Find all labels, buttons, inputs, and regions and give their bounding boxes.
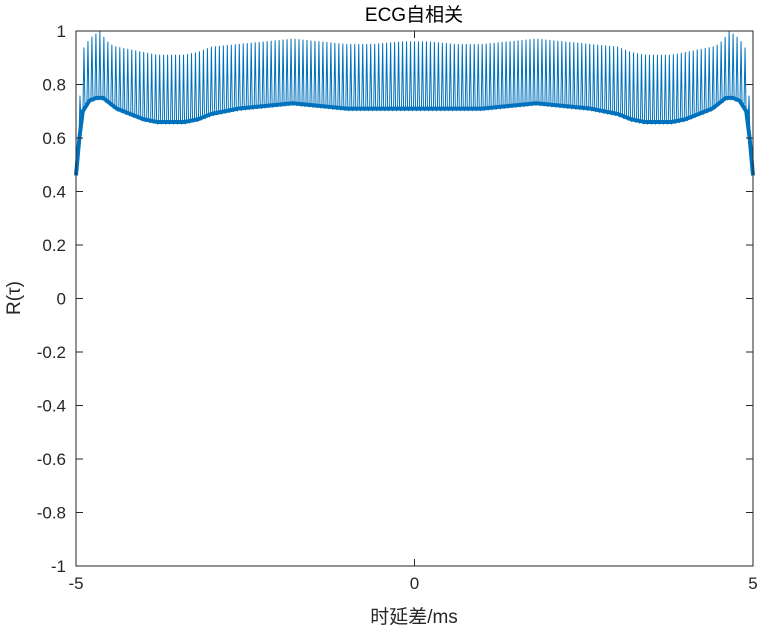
y-tick-label: 1 [57, 22, 66, 41]
x-tick-label: 0 [410, 574, 419, 593]
y-tick-label: -0.6 [37, 450, 66, 469]
y-tick-label: -0.2 [37, 343, 66, 362]
axes-background [76, 31, 753, 566]
chart-title: ECG自相关 [365, 4, 463, 26]
y-tick-label: -0.8 [37, 504, 66, 523]
y-tick-label: 0 [57, 290, 66, 309]
y-axis-label: R(τ) [4, 281, 25, 315]
y-tick-label: -1 [51, 557, 66, 576]
y-tick-label: 0.2 [42, 236, 66, 255]
y-tick-label: -0.4 [37, 397, 66, 416]
x-axis-label: 时延差/ms [370, 606, 458, 628]
series-baseline-0 [74, 95, 755, 176]
y-tick-label: 0.8 [42, 76, 66, 95]
ticks-group [75, 30, 754, 567]
plot-area [74, 30, 755, 567]
y-tick-label: 0.6 [42, 129, 66, 148]
series-group [74, 30, 755, 176]
x-tick-label: -5 [68, 574, 83, 593]
y-tick-label: 0.4 [42, 183, 66, 202]
tick-labels-group: -5 0 5 -1 -0.8 -0.6 -0.4 -0.2 0 0.2 0.4 0.6 0.8 1 [37, 22, 758, 593]
x-tick-label: 5 [748, 574, 757, 593]
